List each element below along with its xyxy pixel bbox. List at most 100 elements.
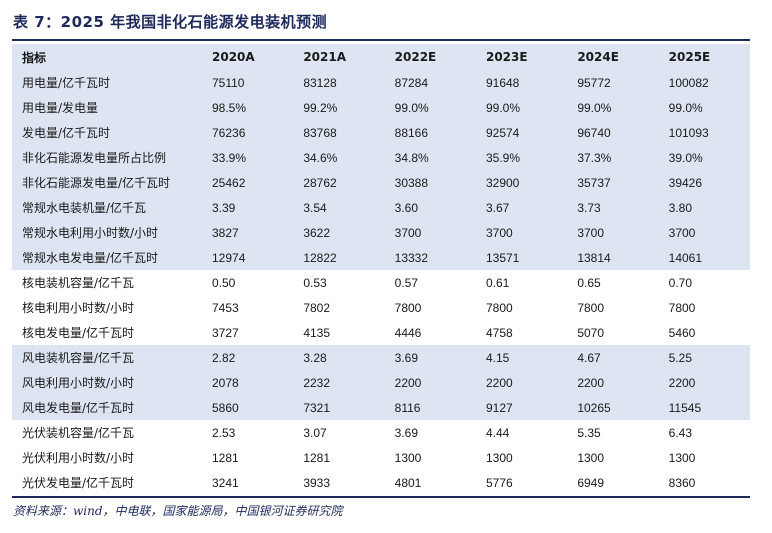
table-row: 核电利用小时数/小时 7453 7802 7800 7800 7800 7800 [12, 295, 750, 320]
value-cell: 4.15 [485, 350, 510, 365]
row-label: 常规水电利用小时数/小时 [22, 226, 159, 240]
value-cell: 7800 [394, 300, 422, 315]
row-label: 常规水电发电量/亿千瓦时 [22, 251, 159, 265]
row-label: 发电量/亿千瓦时 [22, 126, 111, 140]
table-row: 用电量/发电量 98.5% 99.2% 99.0% 99.0% 99.0% 99.0% [12, 95, 750, 120]
header-cell: 2022E [394, 50, 437, 64]
header-cell: 2024E [577, 50, 619, 64]
table-row: 非化石能源发电量所占比例 33.9% 34.6% 34.8% 35.9% 37.3% 39.… [12, 145, 750, 170]
value-cell: 3.60 [394, 200, 419, 215]
value-cell: 99.0% [394, 100, 429, 115]
value-cell: 7802 [303, 300, 331, 315]
table-row: 常规水电利用小时数/小时 3827 3622 3700 3700 3700 3700 [12, 220, 750, 245]
value-cell: 3.54 [303, 200, 327, 215]
value-cell: 3.73 [577, 200, 601, 215]
value-cell: 5460 [668, 325, 696, 340]
value-cell: 3241 [212, 475, 239, 490]
table-row: 光伏利用小时数/小时 1281 1281 1300 1300 1300 1300 [12, 445, 750, 470]
row-label: 常规水电装机量/亿千瓦 [22, 201, 147, 215]
value-cell: 3.69 [394, 425, 419, 440]
value-cell: 9127 [485, 400, 513, 415]
row-label: 非化石能源发电量所占比例 [22, 151, 167, 165]
value-cell: 75110 [212, 75, 245, 90]
value-cell: 7800 [577, 300, 605, 315]
header-cell: 2020A [212, 50, 255, 64]
value-cell: 2200 [394, 375, 422, 390]
forecast-table: 指标 2020A 2021A 2022E 2023E 2024E 2025E 用… [12, 44, 750, 495]
value-cell: 30388 [394, 175, 429, 190]
value-cell: 4135 [303, 325, 331, 340]
value-cell: 0.50 [212, 275, 236, 290]
value-cell: 28762 [303, 175, 337, 190]
bottom-rule [12, 496, 750, 498]
value-cell: 0.61 [485, 275, 510, 290]
value-cell: 0.53 [303, 275, 327, 290]
row-label: 非化石能源发电量/亿千瓦时 [22, 176, 171, 190]
table-row: 核电发电量/亿千瓦时 3727 4135 4446 4758 5070 5460 [12, 320, 750, 345]
value-cell: 83128 [303, 75, 337, 90]
value-cell: 12822 [303, 250, 337, 265]
table-row: 常规水电发电量/亿千瓦时 12974 12822 13332 13571 13814 140… [12, 245, 750, 270]
row-label: 用电量/亿千瓦时 [22, 76, 111, 90]
value-cell: 10265 [577, 400, 611, 415]
value-cell: 4446 [394, 325, 422, 340]
table-row: 风电发电量/亿千瓦时 5860 7321 8116 9127 10265 11545 [12, 395, 750, 420]
value-cell: 87284 [394, 75, 429, 90]
row-label: 风电利用小时数/小时 [22, 376, 135, 390]
table-title: 表 7：2025 年我国非化石能源发电装机预测 [13, 13, 328, 31]
table-row: 光伏发电量/亿千瓦时 3241 3933 4801 5776 6949 8360 [12, 470, 750, 495]
value-cell: 1281 [212, 450, 239, 465]
value-cell: 11545 [668, 400, 702, 415]
value-cell: 4.67 [577, 350, 601, 365]
value-cell: 1300 [485, 450, 513, 465]
value-cell: 2200 [485, 375, 513, 390]
value-cell: 3700 [668, 225, 696, 240]
value-cell: 2200 [668, 375, 696, 390]
value-cell: 3700 [394, 225, 422, 240]
value-cell: 8116 [394, 400, 421, 415]
value-cell: 14061 [668, 250, 703, 265]
value-cell: 13814 [577, 250, 611, 265]
row-label: 风电发电量/亿千瓦时 [22, 401, 135, 415]
value-cell: 2.53 [212, 425, 236, 440]
value-cell: 5.25 [668, 350, 692, 365]
value-cell: 3.67 [485, 200, 510, 215]
header-cell: 指标 [22, 50, 47, 65]
value-cell: 2.82 [212, 350, 236, 365]
table-row: 风电装机容量/亿千瓦 2.82 3.28 3.69 4.15 4.67 5.25 [12, 345, 750, 370]
value-cell: 83768 [303, 125, 337, 140]
value-cell: 98.5% [212, 100, 247, 115]
value-cell: 3700 [577, 225, 605, 240]
value-cell: 5.35 [577, 425, 601, 440]
table-row: 非化石能源发电量/亿千瓦时 25462 28762 30388 32900 35737 39… [12, 170, 750, 195]
value-cell: 0.65 [577, 275, 601, 290]
value-cell: 34.8% [394, 150, 429, 165]
table-row: 常规水电装机量/亿千瓦 3.39 3.54 3.60 3.67 3.73 3.80 [12, 195, 750, 220]
value-cell: 1300 [668, 450, 696, 465]
value-cell: 34.6% [303, 150, 338, 165]
value-cell: 8360 [668, 475, 696, 490]
value-cell: 88166 [394, 125, 429, 140]
value-cell: 3.39 [212, 200, 236, 215]
value-cell: 25462 [212, 175, 246, 190]
value-cell: 92574 [485, 125, 520, 140]
value-cell: 76236 [212, 125, 246, 140]
value-cell: 95772 [577, 75, 611, 90]
source-note: 资料来源：wind，中电联，国家能源局，中国银河证券研究院 [13, 504, 343, 518]
header-cell: 2023E [485, 50, 528, 64]
value-cell: 32900 [485, 175, 520, 190]
value-cell: 3622 [303, 225, 331, 240]
value-cell: 13571 [485, 250, 520, 265]
header-cell: 2021A [303, 50, 347, 64]
top-rule [12, 39, 750, 41]
value-cell: 39.0% [668, 150, 703, 165]
value-cell: 3.07 [303, 425, 327, 440]
value-cell: 4.44 [485, 425, 510, 440]
value-cell: 2200 [577, 375, 605, 390]
value-cell: 4801 [394, 475, 422, 490]
value-cell: 99.2% [303, 100, 338, 115]
value-cell: 100082 [668, 75, 709, 90]
value-cell: 33.9% [212, 150, 247, 165]
value-cell: 101093 [668, 125, 709, 140]
value-cell: 4758 [485, 325, 513, 340]
